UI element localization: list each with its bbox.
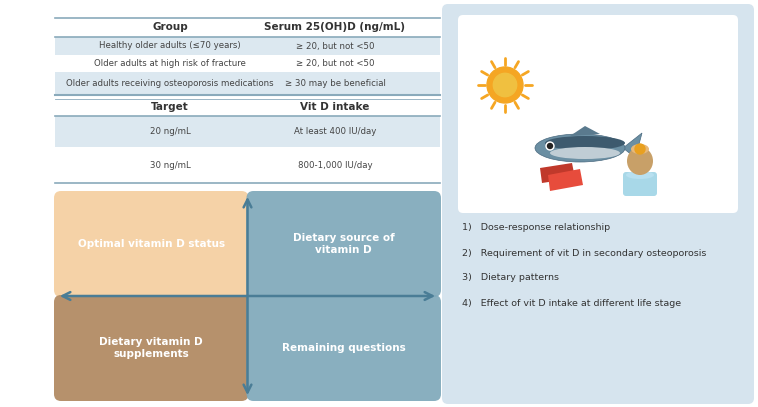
Text: 1)   Dose-response relationship: 1) Dose-response relationship [462, 223, 610, 232]
FancyBboxPatch shape [55, 72, 440, 95]
FancyBboxPatch shape [458, 15, 738, 213]
Text: Target: Target [151, 103, 189, 112]
FancyBboxPatch shape [55, 147, 440, 183]
Polygon shape [570, 126, 600, 136]
Text: 30 ng/mL: 30 ng/mL [149, 160, 190, 169]
Circle shape [547, 144, 553, 149]
Polygon shape [548, 169, 583, 191]
Circle shape [546, 142, 554, 150]
Text: ≥ 30 may be beneficial: ≥ 30 may be beneficial [284, 79, 385, 88]
Text: 20 ng/mL: 20 ng/mL [149, 127, 190, 136]
Text: Remaining questions: Remaining questions [282, 343, 406, 353]
Ellipse shape [627, 147, 653, 175]
Ellipse shape [545, 136, 625, 150]
Text: Dietary vitamin D
supplements: Dietary vitamin D supplements [99, 337, 203, 359]
FancyBboxPatch shape [442, 4, 754, 404]
Text: Vit D intake: Vit D intake [300, 103, 370, 112]
FancyBboxPatch shape [55, 55, 440, 72]
Text: 4)   Effect of vit D intake at different life stage: 4) Effect of vit D intake at different l… [462, 298, 681, 308]
Ellipse shape [631, 144, 649, 154]
Text: Dietary source of
vitamin D: Dietary source of vitamin D [293, 233, 395, 255]
Text: Healthy older adults (≤70 years): Healthy older adults (≤70 years) [99, 42, 241, 50]
FancyBboxPatch shape [55, 37, 440, 55]
Ellipse shape [626, 171, 654, 179]
FancyBboxPatch shape [54, 191, 249, 297]
Text: Older adults receiving osteoporosis medications: Older adults receiving osteoporosis medi… [66, 79, 274, 88]
Ellipse shape [535, 134, 625, 162]
Circle shape [487, 67, 523, 103]
Polygon shape [623, 133, 642, 163]
FancyBboxPatch shape [623, 172, 657, 196]
Text: At least 400 IU/day: At least 400 IU/day [294, 127, 376, 136]
FancyBboxPatch shape [246, 295, 441, 401]
Text: Older adults at high risk of fracture: Older adults at high risk of fracture [94, 59, 246, 68]
Text: 2)   Requirement of vit D in secondary osteoporosis: 2) Requirement of vit D in secondary ost… [462, 249, 706, 258]
Circle shape [635, 144, 645, 154]
Text: 3)   Dietary patterns: 3) Dietary patterns [462, 274, 559, 282]
FancyBboxPatch shape [55, 116, 440, 147]
Text: ≥ 20, but not <50: ≥ 20, but not <50 [296, 59, 374, 68]
Polygon shape [540, 163, 575, 183]
Text: ≥ 20, but not <50: ≥ 20, but not <50 [296, 42, 374, 50]
Text: Group: Group [152, 22, 188, 33]
Ellipse shape [550, 147, 620, 159]
FancyBboxPatch shape [54, 295, 249, 401]
FancyBboxPatch shape [246, 191, 441, 297]
Circle shape [493, 73, 517, 97]
Text: Optimal vitamin D status: Optimal vitamin D status [77, 239, 225, 249]
Text: Serum 25(OH)D (ng/mL): Serum 25(OH)D (ng/mL) [265, 22, 406, 33]
Text: 800-1,000 IU/day: 800-1,000 IU/day [298, 160, 372, 169]
